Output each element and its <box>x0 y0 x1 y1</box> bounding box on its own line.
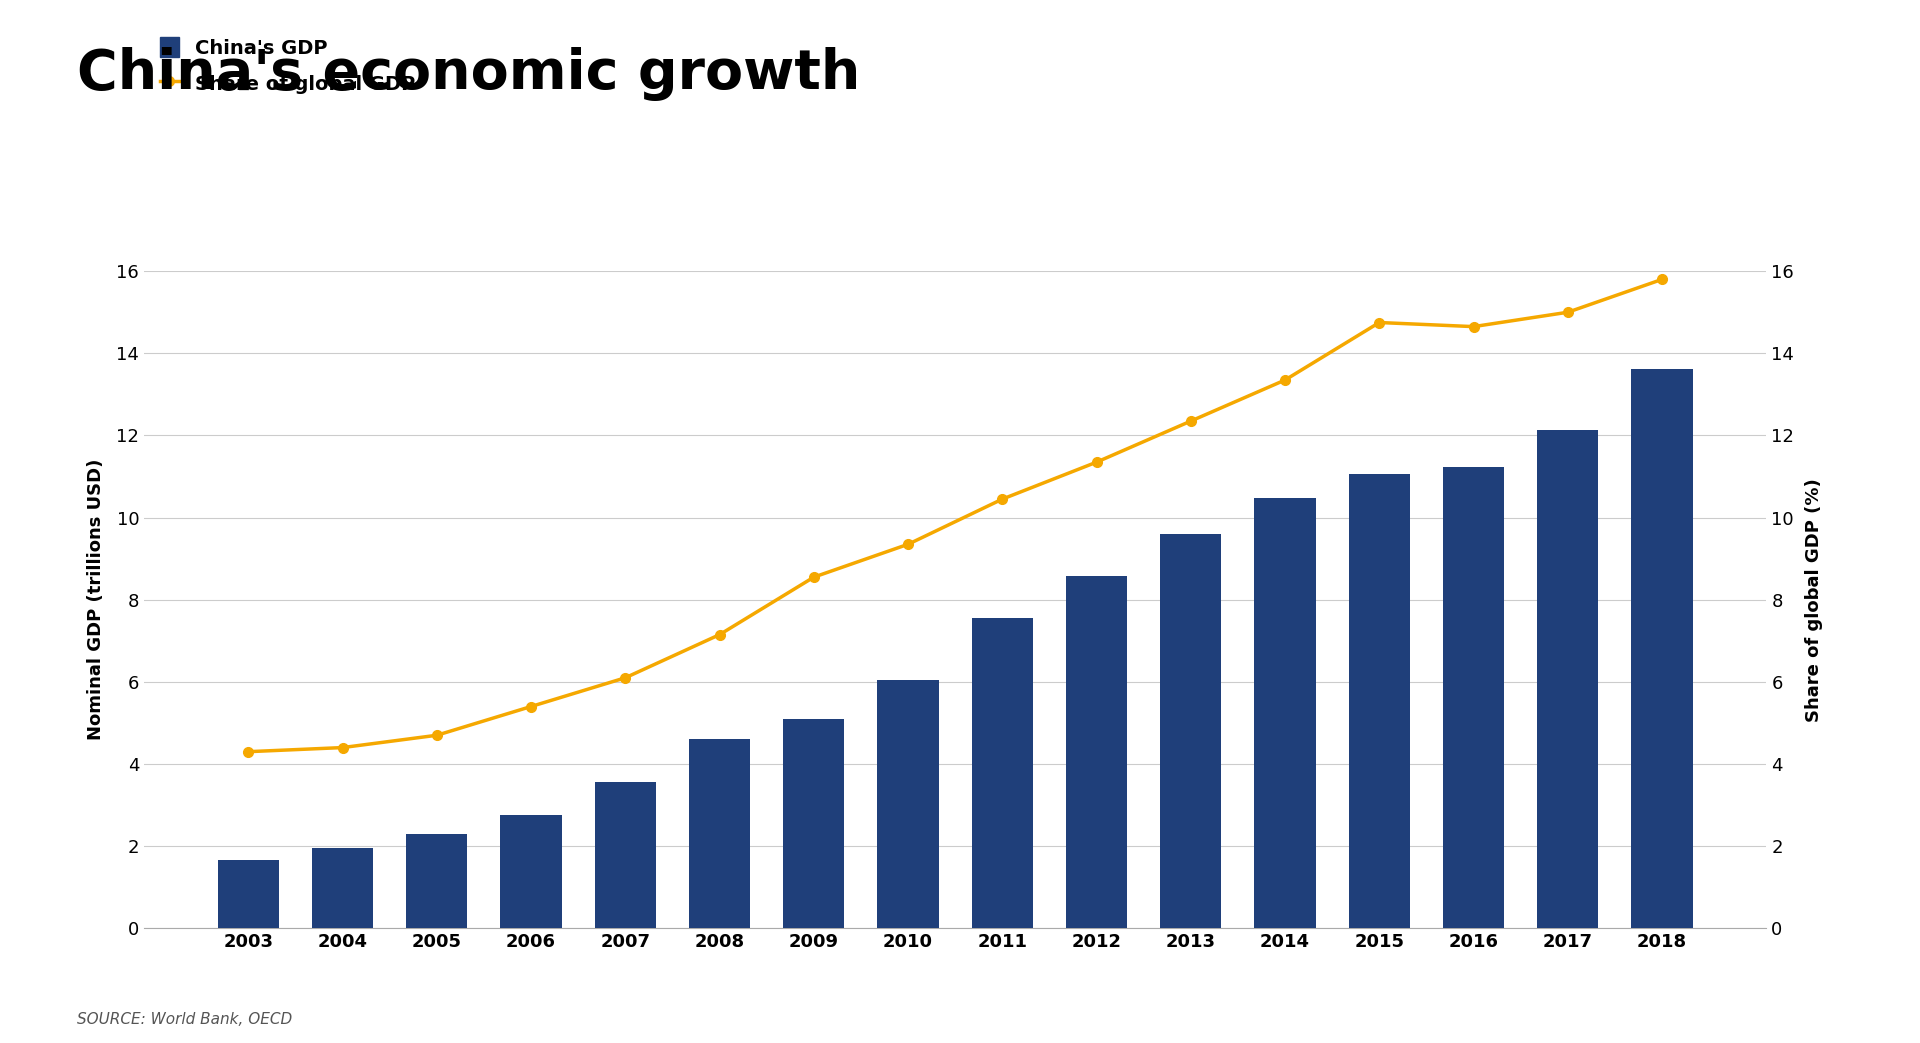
Bar <box>1254 498 1315 928</box>
Bar <box>689 739 751 928</box>
Bar <box>217 860 278 928</box>
Bar <box>595 782 657 928</box>
Text: SOURCE: World Bank, OECD: SOURCE: World Bank, OECD <box>77 1013 292 1027</box>
Y-axis label: Nominal GDP (trillions USD): Nominal GDP (trillions USD) <box>86 459 106 741</box>
Bar <box>1444 467 1503 928</box>
Y-axis label: Share of global GDP (%): Share of global GDP (%) <box>1805 478 1824 722</box>
Bar <box>311 848 372 928</box>
Bar <box>972 618 1033 928</box>
Bar <box>407 834 467 928</box>
Bar <box>1632 369 1693 928</box>
Bar <box>1160 534 1221 928</box>
Legend: China's GDP, Share of global GDP: China's GDP, Share of global GDP <box>154 31 420 99</box>
Bar <box>1538 430 1599 928</box>
Bar <box>501 816 563 928</box>
Bar <box>783 719 845 928</box>
Bar <box>1066 577 1127 928</box>
Bar <box>1348 475 1409 928</box>
Text: China's economic growth: China's economic growth <box>77 47 860 101</box>
Bar <box>877 680 939 928</box>
